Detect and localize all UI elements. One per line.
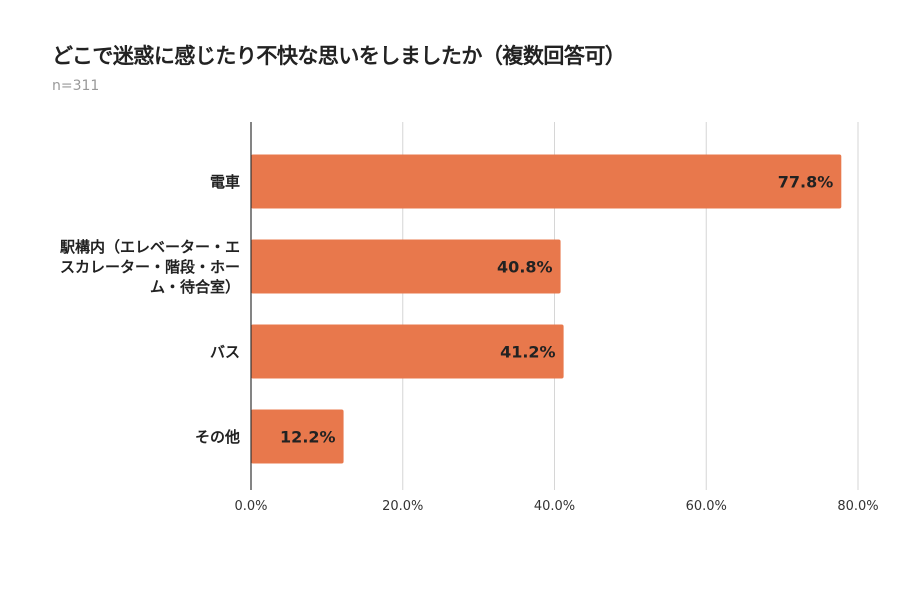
data-label: 40.8% [497,258,553,277]
category-label: 駅構内（エレベーター・エスカレーター・階段・ホーム・待合室） [59,237,240,296]
data-label: 12.2% [280,428,336,447]
x-tick-label: 80.0% [837,499,878,514]
data-label: 77.8% [778,173,834,192]
chart-title: どこで迷惑に感じたり不快な思いをしましたか（複数回答可） [52,44,626,68]
bar [251,409,344,464]
x-tick-label: 0.0% [234,499,267,514]
category-label: バス [209,342,240,361]
x-tick-label: 40.0% [534,499,575,514]
category-label: その他 [194,427,240,446]
chart-subtitle: n=311 [52,78,100,94]
bar [251,239,561,294]
category-label: 電車 [209,172,240,191]
bar [251,324,564,379]
x-tick-label: 20.0% [382,499,423,514]
data-label: 41.2% [500,343,556,362]
x-tick-label: 60.0% [686,499,727,514]
bar [251,154,842,209]
